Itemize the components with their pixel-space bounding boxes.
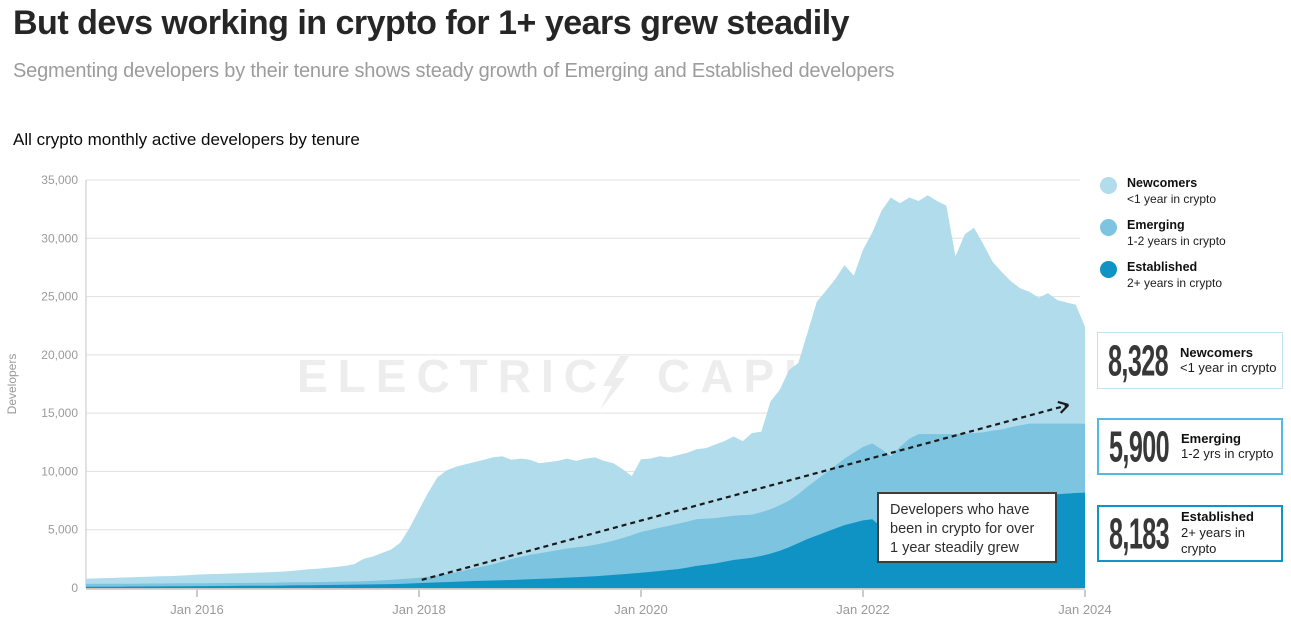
stat-label: Newcomers [1180,344,1253,360]
established-swatch-icon [1100,261,1117,278]
area-established [86,492,1085,588]
x-tick-label: Jan 2024 [1058,602,1112,617]
legend-item-emerging: Emerging 1-2 years in crypto [1100,218,1226,249]
stat-sublabel: 2+ years in crypto [1181,525,1245,557]
tenure-area-chart: 0 5,000 10,000 15,000 20,000 25,000 30,000 35,0… [5,173,1112,617]
y-tick-label: 20,000 [41,348,78,362]
y-tick-label: 30,000 [41,231,78,245]
x-tick-label: Jan 2016 [170,602,224,617]
x-tick-label: Jan 2018 [392,602,446,617]
legend-label: Newcomers [1127,176,1198,190]
chart-annotation-callout: Developers who have been in crypto for o… [877,492,1057,563]
stat-card-newcomers: 8,328 Newcomers <1 year in crypto [1097,332,1283,389]
stat-sublabel: <1 year in crypto [1180,360,1277,376]
y-axis-title: Developers [5,354,19,415]
stat-label: Emerging [1181,430,1241,446]
x-tick-label: Jan 2022 [836,602,890,617]
watermark-electric: ELECTRIC [297,350,607,402]
legend-label: Emerging [1127,218,1185,232]
chart-title: All crypto monthly active developers by … [13,130,360,149]
stat-value: 8,328 [1108,335,1169,385]
stat-value: 5,900 [1109,421,1170,471]
stat-card-established: 8,183 Established 2+ years in crypto [1097,505,1283,562]
trend-arrow-line [421,403,1069,581]
legend-sublabel: 2+ years in crypto [1127,275,1223,290]
legend-item-established: Established 2+ years in crypto [1100,260,1222,291]
newcomers-swatch-icon [1100,177,1117,194]
page-subtitle: Segmenting developers by their tenure sh… [13,60,895,82]
y-tick-label: 15,000 [41,406,78,420]
trend-arrowhead-icon [1057,400,1069,407]
y-tick-label: 25,000 [41,290,78,304]
y-tick-label: 10,000 [41,464,78,478]
x-tick-label: Jan 2020 [614,602,668,617]
legend-item-newcomers: Newcomers <1 year in crypto [1100,176,1216,207]
stat-label: Established [1181,509,1254,525]
y-tick-label: 0 [71,581,78,595]
lightning-bolt-icon [600,356,629,410]
stat-sublabel: 1-2 yrs in crypto [1181,446,1274,462]
legend-label: Established [1127,260,1198,274]
y-tick-label: 35,000 [41,173,78,187]
legend-sublabel: <1 year in crypto [1127,191,1217,206]
trend-arrowhead-icon [1059,404,1070,414]
y-tick-label: 5,000 [48,523,78,537]
stat-value: 8,183 [1109,508,1170,558]
stat-card-emerging: 5,900 Emerging 1-2 yrs in crypto [1097,418,1283,475]
page-title: But devs working in crypto for 1+ years … [13,4,850,42]
emerging-swatch-icon [1100,219,1117,236]
legend-sublabel: 1-2 years in crypto [1127,233,1226,248]
